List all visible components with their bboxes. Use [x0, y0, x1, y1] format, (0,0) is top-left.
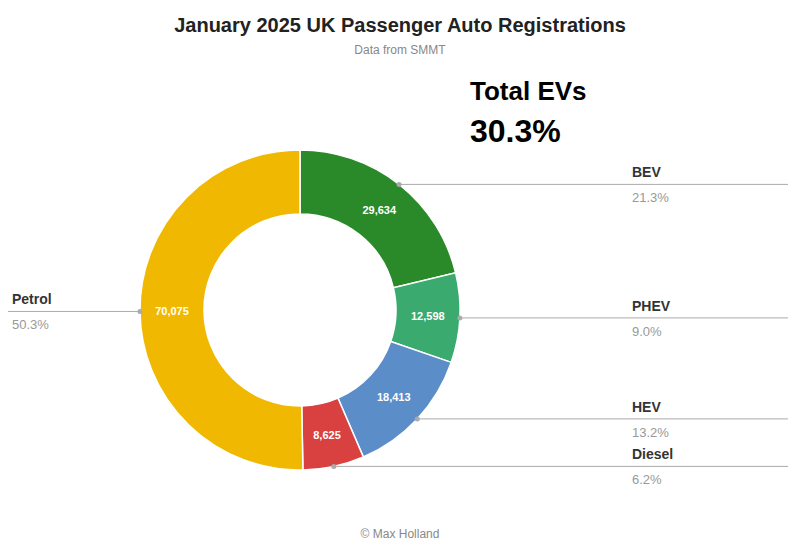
leader-dot [331, 464, 336, 469]
data-label: 18,413 [377, 391, 411, 403]
share-label: 50.3% [12, 317, 49, 332]
category-label: BEV [632, 164, 661, 180]
share-label: 9.0% [632, 324, 662, 339]
data-label: 29,634 [362, 204, 397, 216]
subtitle: Data from SMMT [354, 43, 446, 57]
category-label: PHEV [632, 298, 671, 314]
background [0, 0, 800, 550]
title: January 2025 UK Passenger Auto Registrat… [174, 14, 626, 36]
leader-line [460, 317, 788, 318]
leader-line [334, 466, 788, 467]
wedges [140, 150, 460, 470]
annotation: 30.3% [470, 113, 561, 149]
wedge [302, 398, 364, 470]
annotation: Total EVs [470, 76, 587, 106]
share-label: 21.3% [632, 190, 669, 205]
leader-dot [457, 315, 462, 320]
data-label: 12,598 [411, 310, 445, 322]
chart: January 2025 UK Passenger Auto Registrat… [0, 0, 800, 550]
category-label: Diesel [632, 446, 673, 462]
leader-line [417, 418, 788, 419]
category-label: Petrol [12, 291, 52, 307]
caption: © Max Holland [361, 527, 440, 541]
leader-dot [397, 182, 402, 187]
wedge [300, 150, 456, 288]
share-label: 13.2% [632, 425, 669, 440]
wedge [140, 150, 303, 470]
share-label: 6.2% [632, 472, 662, 487]
data-label: 8,625 [313, 429, 341, 441]
data-label: 70,075 [155, 305, 189, 317]
labels: 29,634 BEV 21.3% 12,598 PHEV 9.0% 18,413 HEV 13.… [8, 164, 788, 487]
chart-container: January 2025 UK Passenger Auto Registrat… [0, 0, 800, 550]
category-label: HEV [632, 399, 661, 415]
leader-line [399, 184, 788, 185]
leader-line [8, 311, 140, 312]
leader-dot [138, 309, 143, 314]
leader-dot [415, 416, 420, 421]
